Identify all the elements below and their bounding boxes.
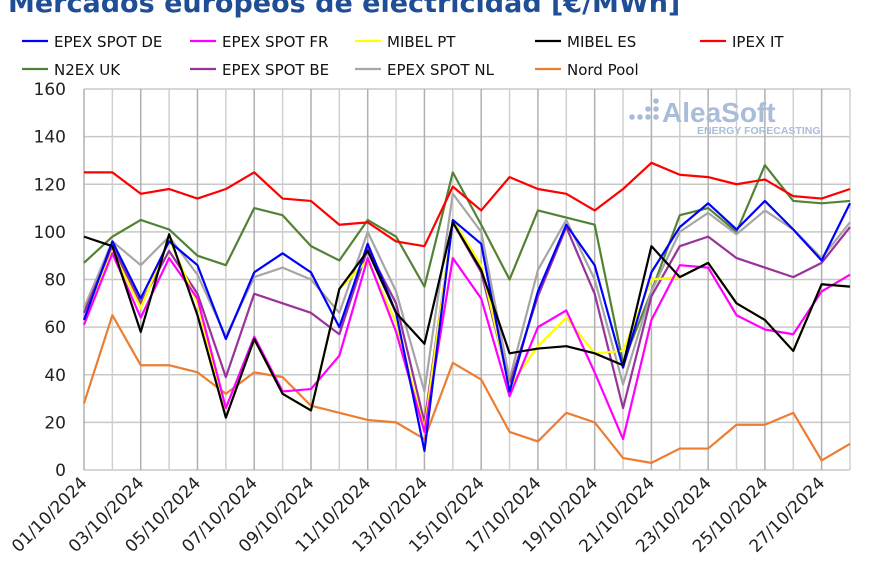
legend-label: Nord Pool [567, 61, 639, 79]
legend-label: MIBEL ES [567, 33, 636, 51]
legend-label: MIBEL PT [387, 33, 456, 51]
legend-label: EPEX SPOT DE [54, 33, 162, 51]
y-tick-label: 100 [34, 223, 66, 243]
series-line-epex-spot-fr [82, 252, 851, 441]
y-tick-label: 120 [34, 175, 66, 195]
legend-label: EPEX SPOT BE [222, 61, 329, 79]
legend-label: N2EX UK [54, 61, 121, 79]
y-tick-label: 20 [44, 413, 66, 433]
y-tick-label: 40 [44, 366, 66, 386]
series-line-mibel-es [83, 221, 851, 419]
y-tick-label: 60 [44, 318, 66, 338]
legend-label: EPEX SPOT FR [222, 33, 328, 51]
y-tick-label: 80 [44, 271, 66, 291]
y-tick-label: 160 [34, 80, 66, 100]
svg-text:AleaSoft: AleaSoft [662, 97, 776, 128]
series-line-epex-spot-de [82, 199, 851, 453]
series-line-nord-pool [82, 314, 851, 464]
legend-label: EPEX SPOT NL [387, 61, 495, 79]
legend-label: IPEX IT [732, 33, 784, 51]
series-line-ipex-it [84, 161, 851, 248]
svg-text:ENERGY FORECASTING: ENERGY FORECASTING [697, 125, 821, 137]
series-line-epex-spot-nl [82, 192, 851, 393]
y-tick-label: 140 [34, 128, 66, 148]
y-tick-label: 0 [55, 461, 66, 481]
series-line-mibel-pt [82, 218, 851, 431]
series-line-n2ex-uk [83, 164, 851, 364]
chart-title: Mercados europeos de electricidad [€/MWh… [8, 0, 681, 19]
